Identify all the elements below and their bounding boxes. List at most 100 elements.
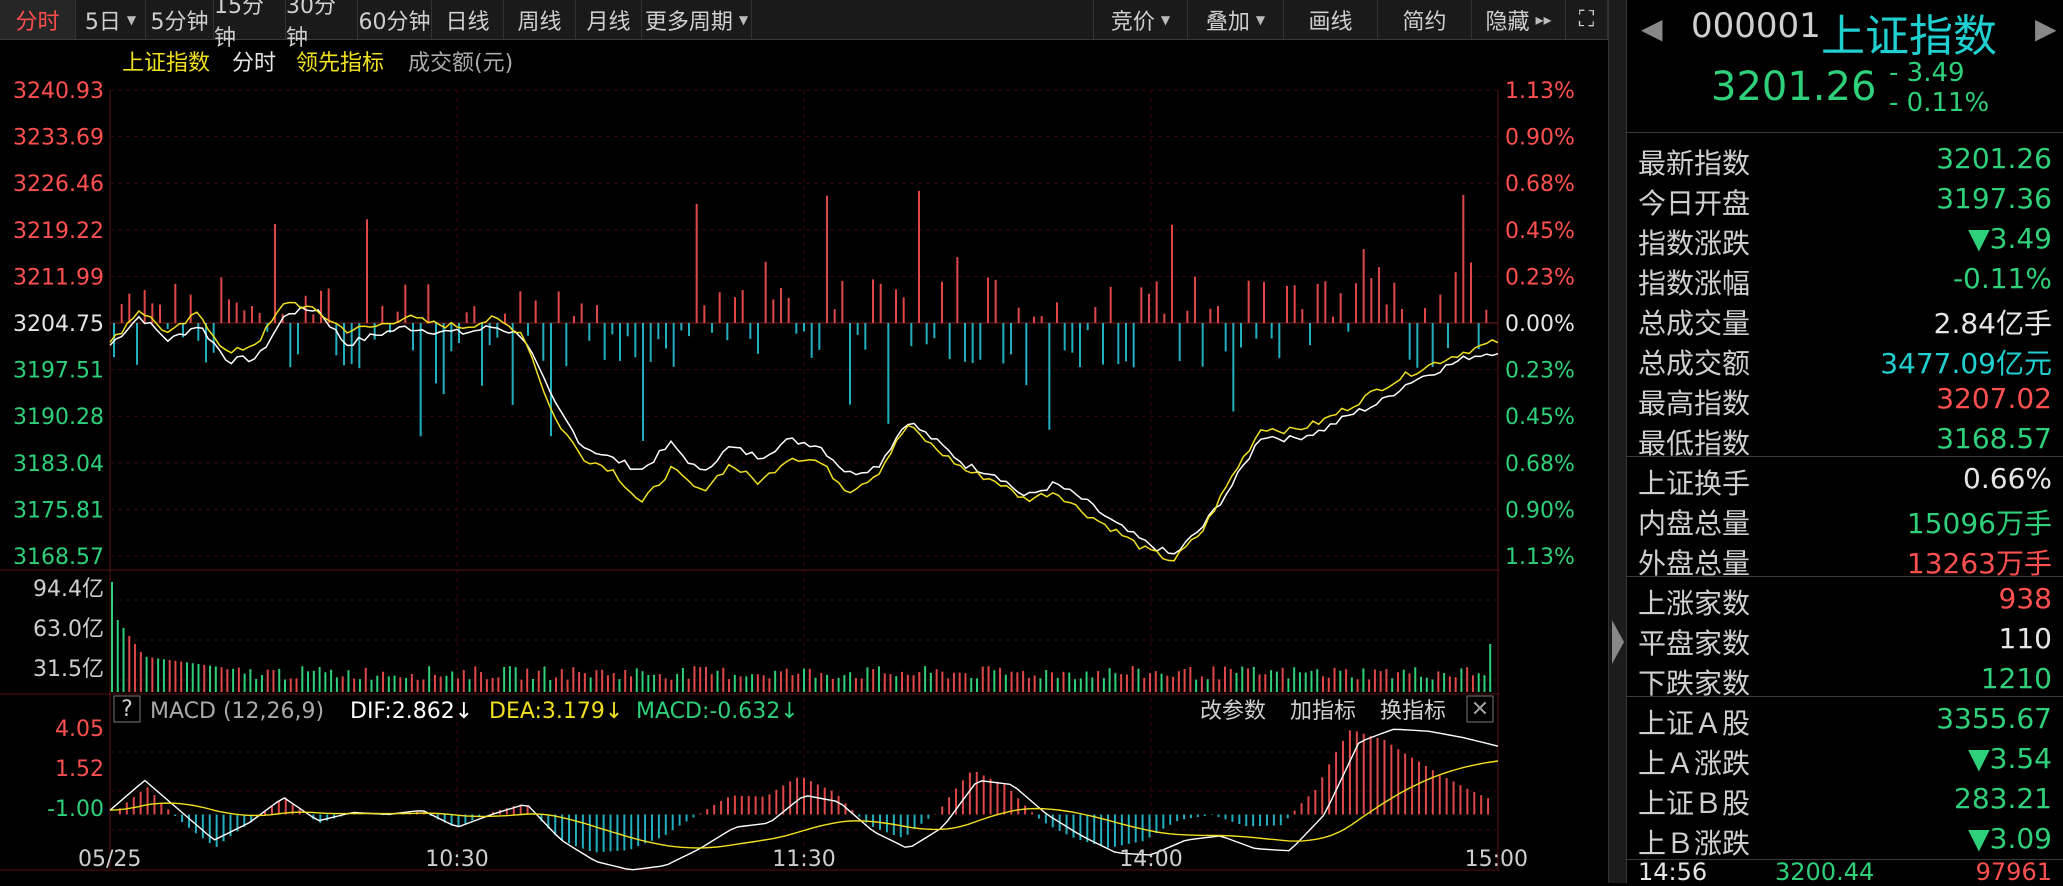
tick-volume: 97961 <box>1975 858 2052 886</box>
divider <box>1627 456 2063 457</box>
tab-15min[interactable]: 15分钟 <box>214 0 286 51</box>
switch-indicator-button[interactable]: 换指标 <box>1380 699 1446 724</box>
quote-value: 3168.57 <box>1936 422 2052 455</box>
quote-row: 上证Ａ股 3355.67 <box>1627 700 2063 740</box>
axis-tick-label: -1.00 <box>47 797 104 822</box>
tab-30min[interactable]: 30分钟 <box>286 0 358 51</box>
tab-label: 简约 <box>1402 9 1447 35</box>
macd-help-button[interactable] <box>113 695 141 723</box>
axis-tick-label: 94.4亿 <box>33 577 104 602</box>
legend-mode: 分时 <box>232 51 276 76</box>
tab-more-periods[interactable]: 更多周期 ▼ <box>642 0 752 39</box>
caret-down-icon: ▼ <box>126 12 137 27</box>
quote-row: 外盘总量 13263万手 <box>1627 540 2063 580</box>
axis-tick-label: 0.68% <box>1505 172 1575 197</box>
axis-tick-label: 3197.51 <box>13 359 104 384</box>
add-indicator-button[interactable]: 加指标 <box>1290 699 1356 724</box>
quote-value: 2.84亿手 <box>1933 307 2052 340</box>
quote-row: 内盘总量 15096万手 <box>1627 500 2063 540</box>
tab-5min[interactable]: 5分钟 <box>146 0 214 39</box>
axis-tick-label: 0.00% <box>1505 312 1575 337</box>
tab-label: 竞价 <box>1110 9 1155 35</box>
simple-mode-button[interactable]: 简约 <box>1378 0 1472 39</box>
axis-tick-label: 3240.93 <box>13 79 104 104</box>
hide-button[interactable]: 隐藏 ▸▸ <box>1472 0 1566 39</box>
axis-tick-label: 0.45% <box>1505 405 1575 430</box>
intraday-chart: 3240.93 3233.69 3226.46 3219.22 3211.99 3204.… <box>0 51 1575 872</box>
quote-value: ▼3.49 <box>1968 222 2052 255</box>
quote-row: 今日开盘 3197.36 <box>1627 180 2063 220</box>
quote-value: ▼3.54 <box>1968 742 2052 775</box>
quote-panel: ◀ 000001 上证指数 ▶ 3201.26 - 3.49 - 0.11% 最… <box>1626 0 2063 886</box>
auction-dropdown[interactable]: 竞价 ▼ <box>1093 0 1188 39</box>
tab-monthly[interactable]: 月线 <box>576 0 642 39</box>
tab-label: 30分钟 <box>286 0 336 51</box>
quote-value: 3201.26 <box>1936 142 2052 175</box>
quote-label: 指数涨幅 <box>1638 267 1751 300</box>
quote-value: 110 <box>1998 622 2052 655</box>
axis-tick-label: 3183.04 <box>13 452 104 477</box>
quote-value: 13263万手 <box>1906 547 2052 580</box>
series-line-index <box>109 306 1499 555</box>
macd-dif-line <box>109 728 1499 871</box>
prev-arrow-icon[interactable]: ◀ <box>1641 12 1663 45</box>
axis-tick-label: 3175.81 <box>13 498 104 523</box>
quote-row: 总成交量 2.84亿手 <box>1627 300 2063 340</box>
quote-row: 上Ａ涨跌 ▼3.54 <box>1627 740 2063 780</box>
tab-label: 月线 <box>586 9 631 35</box>
quote-value: 283.21 <box>1954 782 2052 815</box>
quote-value: 938 <box>1998 582 2052 615</box>
axis-tick-label: 0.68% <box>1505 452 1575 477</box>
axis-tick-label: 3204.75 <box>13 312 104 337</box>
close-macd-button[interactable] <box>1466 695 1494 723</box>
fullscreen-icon[interactable]: ⛶ <box>1566 0 1608 39</box>
legend-volume: 成交额(元) <box>408 51 513 76</box>
caret-down-icon: ▼ <box>1160 12 1171 27</box>
change-params-button[interactable]: 改参数 <box>1200 699 1266 724</box>
quote-row: 指数涨跌 ▼3.49 <box>1627 220 2063 260</box>
series-line-leading <box>109 301 1499 562</box>
tab-label: 5分钟 <box>150 9 209 35</box>
quote-label: 下跌家数 <box>1638 667 1751 700</box>
tab-daily[interactable]: 日线 <box>432 0 504 39</box>
price-change: - 3.49 - 0.11% <box>1889 58 1989 118</box>
divider <box>1627 696 2063 697</box>
axis-tick-label: 10:30 <box>425 847 488 872</box>
overlay-dropdown[interactable]: 叠加 ▼ <box>1188 0 1284 39</box>
axis-tick-label: 3233.69 <box>13 126 104 151</box>
draw-line-button[interactable]: 画线 <box>1284 0 1378 39</box>
macd-value: MACD:-0.632↓ <box>636 699 799 724</box>
quote-row: 指数涨幅 -0.11% <box>1627 260 2063 300</box>
tab-5day[interactable]: 5日 ▼ <box>76 0 146 39</box>
quote-label: 外盘总量 <box>1638 547 1751 580</box>
tab-intraday[interactable]: 分时 <box>0 0 76 39</box>
tab-label: 画线 <box>1308 9 1353 35</box>
quote-value: 3355.67 <box>1936 702 2052 735</box>
next-arrow-icon[interactable]: ▶ <box>2035 12 2057 45</box>
panel-splitter[interactable] <box>1608 0 1627 883</box>
quote-label: 上涨家数 <box>1638 587 1751 620</box>
tick-footer: 14:56 3200.44 97961 <box>1627 858 2063 886</box>
quote-label: 最高指数 <box>1638 387 1751 420</box>
axis-tick-label: 0.90% <box>1505 126 1575 151</box>
tab-label: 日线 <box>445 9 490 35</box>
quote-value: 3477.09亿元 <box>1880 347 2052 380</box>
tab-60min[interactable]: 60分钟 <box>358 0 432 39</box>
quote-value: 15096万手 <box>1906 507 2052 540</box>
close-icon: ✕ <box>1471 697 1489 722</box>
quote-label: 总成交量 <box>1638 307 1751 340</box>
tab-label: 60分钟 <box>358 9 431 35</box>
quote-row: 最新指数 3201.26 <box>1627 140 2063 180</box>
collapse-arrow-icon[interactable] <box>1612 620 1624 664</box>
axis-tick-label: 05/25 <box>78 847 141 872</box>
axis-tick-label: 0.45% <box>1505 219 1575 244</box>
chart-grid <box>0 89 1500 871</box>
axis-tick-label: 3168.57 <box>13 545 104 570</box>
tab-weekly[interactable]: 周线 <box>504 0 576 39</box>
divider <box>1627 576 2063 577</box>
quote-value: ▼3.09 <box>1968 822 2052 855</box>
tab-label: 更多周期 <box>644 9 733 35</box>
legend-index-name: 上证指数 <box>122 51 210 76</box>
axis-tick-label: 1.52 <box>55 757 104 782</box>
axis-tick-label: 63.0亿 <box>33 617 104 642</box>
